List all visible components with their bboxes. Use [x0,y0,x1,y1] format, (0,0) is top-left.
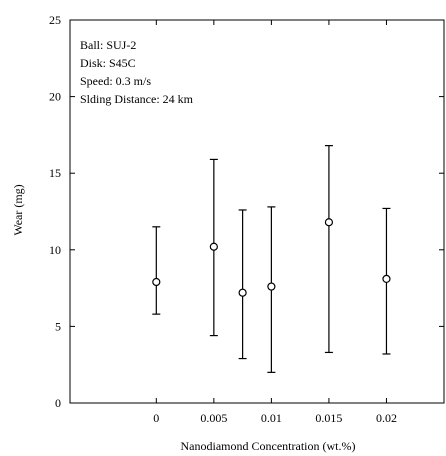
y-tick-label: 5 [55,319,61,333]
y-tick-label: 10 [49,243,61,257]
annotation-line-2: Disk: S45C [80,56,136,70]
data-point-group [382,207,391,355]
data-point-marker [238,288,247,297]
data-point-marker [152,277,161,287]
annotation-box: Ball: SUJ-2 Disk: S45C Speed: 0.3 m/s Sl… [80,38,194,106]
x-tick-label: 0.005 [200,411,227,425]
data-point-marker [209,242,218,251]
data-point-group [324,145,334,354]
y-tick-label: 20 [49,90,61,104]
data-point-group [209,158,218,337]
data-point-group [238,209,247,360]
data-point-marker [267,282,276,291]
data-points [152,145,391,373]
y-tick-label: 15 [49,166,61,180]
x-tick-label: 0.02 [376,411,397,425]
data-point-marker [324,218,334,227]
y-tick-label: 0 [55,396,61,410]
y-tick-label: 25 [49,13,61,27]
x-axis-label: Nanodiamond Concentration (wt.%) [181,439,356,453]
data-point-group [267,206,276,373]
y-axis-ticks: 0 5 10 15 20 25 [49,13,444,410]
annotation-line-1: Ball: SUJ-2 [80,38,136,52]
x-tick-label: 0.015 [315,411,342,425]
y-axis-label: Wear (mg) [11,184,25,235]
x-tick-label: 0 [153,411,159,425]
plot-frame [69,19,445,404]
data-point-group [152,226,161,315]
x-axis-ticks: 0 0.005 0.01 0.015 0.02 [153,20,397,425]
data-point-marker [382,274,391,284]
x-tick-label: 0.01 [261,411,282,425]
annotation-line-3: Speed: 0.3 m/s [80,74,151,88]
annotation-line-4: Slding Distance: 24 km [80,92,194,106]
